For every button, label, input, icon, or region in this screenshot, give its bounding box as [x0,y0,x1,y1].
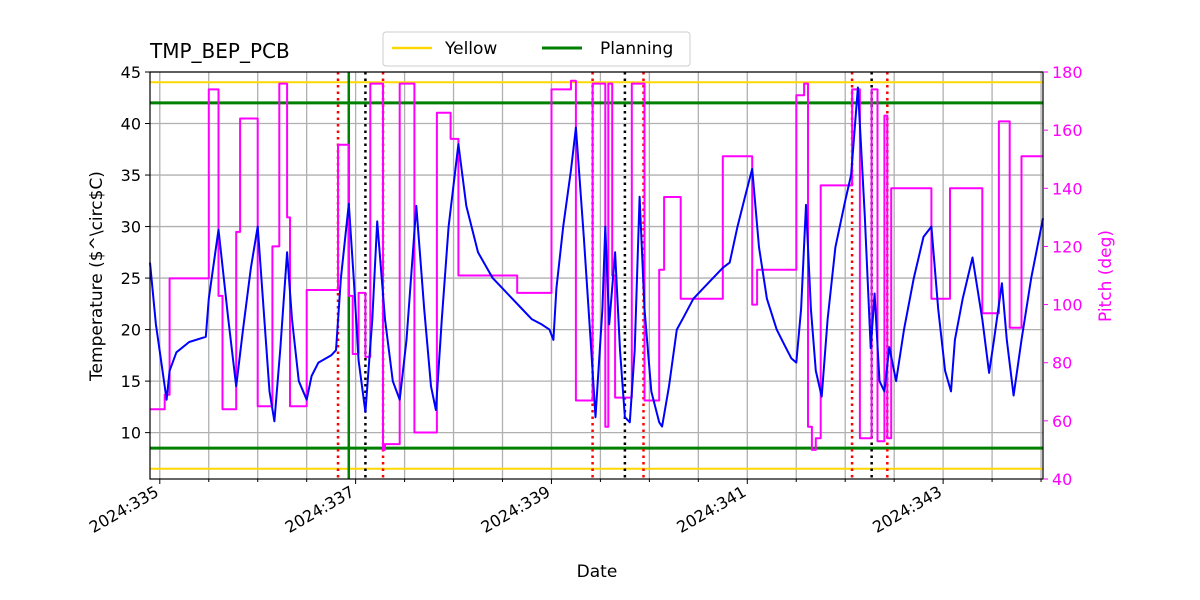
chart-title: TMP_BEP_PCB [149,39,290,63]
y-tick-label: 10 [121,424,141,443]
legend-box [382,31,691,67]
x-tick-label: 2024:339 [478,482,554,537]
right-axis: 40 60 80 100 120 140 160 180 [1043,63,1083,489]
x-tick-label: 2024:335 [86,482,162,537]
temperature-series-line [149,86,1044,428]
y2-tick-label: 180 [1052,63,1083,82]
y2-tick-label: 160 [1052,121,1083,140]
y-tick-label: 40 [121,115,141,134]
left-axis: 10 15 20 25 30 35 40 45 [121,63,150,443]
y2-tick-label: 140 [1052,179,1083,198]
y-axis-title: Temperature ($^\circ$C) [87,171,107,382]
grid [150,71,1043,479]
x-tick-label: 2024:337 [282,482,358,537]
pitch-series-line [150,79,1043,451]
series-lines [149,79,1044,451]
x-tick-label: 2024:343 [869,482,945,537]
y2-tick-label: 100 [1052,296,1083,315]
bottom-axis: 2024:335 2024:337 2024:339 2024:341 2024:343 [86,479,1042,537]
plot-frame [149,71,1044,480]
legend-label-yellow: Yellow [444,39,497,59]
y-tick-label: 20 [121,321,141,340]
x-tick-label: 2024:341 [673,482,749,537]
y2-axis-title: Pitch (deg) [1096,230,1116,322]
y-tick-label: 25 [121,269,141,288]
y-tick-label: 15 [121,372,141,391]
y2-tick-label: 40 [1052,470,1072,489]
threshold-lines [150,81,1043,470]
y-tick-label: 35 [121,166,141,185]
legend-label-planning: Planning [600,39,673,59]
x-axis-title: Date [577,562,618,582]
y2-tick-label: 80 [1052,354,1072,373]
y-tick-label: 30 [121,218,141,237]
y-tick-label: 45 [121,63,141,82]
y2-tick-label: 60 [1052,412,1072,431]
legend: Yellow Planning [382,31,691,67]
y2-tick-label: 120 [1052,237,1083,256]
